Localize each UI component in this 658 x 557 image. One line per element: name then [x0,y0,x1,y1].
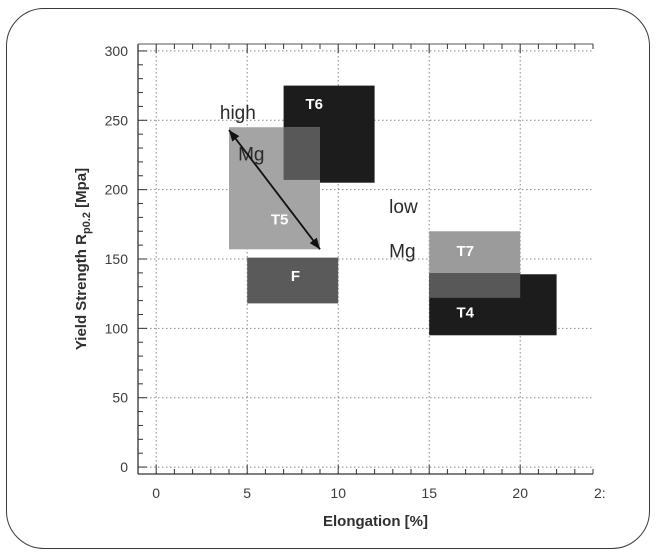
region-label-t5: T5 [271,211,289,228]
annotation-low: low [389,197,418,218]
region-f [247,257,339,304]
y-tick-label: 100 [105,320,129,336]
x-tick-label: 5 [243,485,251,501]
mg-arrow-line [228,129,321,250]
y-tick-label: 0 [120,459,128,475]
x-tick-label: 15 [421,485,437,501]
annotation-mg: Mg [389,242,415,263]
annotation-high: high [220,103,256,124]
y-axis-title: Yield Strength Rp0.2 [Mpa] [73,168,93,350]
region-label-f: F [291,268,300,285]
x-tick-label: 0 [152,485,160,501]
x-tick-label: 10 [330,485,346,501]
region-t7-t4-overlap [429,272,521,298]
region-label-t4: T4 [457,304,475,321]
mg-arrow-head-low [309,237,320,250]
x-tick-label: 2: [594,485,606,501]
mg-arrow-head-high [229,130,240,142]
region-label-t6: T6 [305,96,323,113]
x-axis-title: Elongation [%] [323,513,428,530]
x-tick-label: 20 [512,485,528,501]
y-tick-label: 250 [105,112,129,128]
region-label-t7: T7 [457,243,475,260]
y-tick-label: 150 [105,251,129,267]
region-t6-t5-overlap [283,127,320,180]
y-tick-label: 50 [112,390,128,406]
y-tick-label: 200 [105,182,129,198]
region-t7 [429,231,521,273]
y-tick-label: 300 [105,43,129,59]
